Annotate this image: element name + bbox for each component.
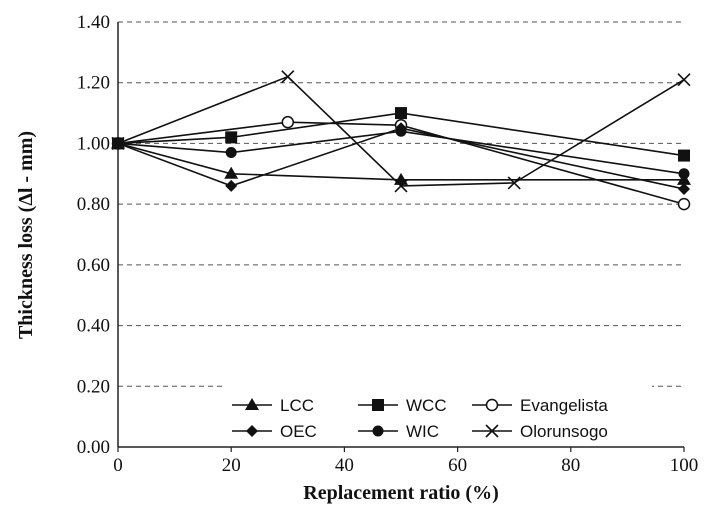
series-line-wic [117, 130, 685, 175]
legend-item-oec: OEC [232, 422, 317, 441]
data-point-wcc [225, 131, 238, 144]
legend: LCC WCC Evangelista OEC WIC Olorunsogo [222, 382, 652, 442]
x-axis-title: Replacement ratio (%) [303, 482, 499, 504]
y-tick-label: 0.80 [77, 194, 110, 215]
legend-item-lcc: LCC [232, 396, 314, 415]
data-point-evangelista [281, 115, 295, 129]
y-tick-label: 1.20 [77, 73, 110, 94]
x-tick-label: 0 [113, 455, 123, 476]
legend-marker-oec [246, 425, 258, 437]
data-point-lcc [394, 172, 408, 185]
data-point-olorunsogo [507, 176, 521, 190]
x-tick-label: 20 [222, 455, 241, 476]
series-line-evangelista [117, 121, 685, 205]
legend-item-wic: WIC [358, 422, 439, 441]
data-point-lcc [224, 166, 239, 179]
data-point-wic [225, 147, 237, 159]
legend-label-olorunsogo: Olorunsogo [520, 422, 608, 441]
series-line-wcc [117, 112, 685, 157]
y-tick-label: 1.00 [77, 133, 110, 154]
y-tick-label: 1.40 [77, 12, 110, 33]
data-point-olorunsogo [394, 179, 408, 193]
series [111, 70, 691, 211]
x-tick-label: 60 [448, 455, 467, 476]
legend-label-lcc: LCC [280, 396, 314, 415]
grid-lines [118, 21, 684, 387]
series-line-oec [117, 127, 685, 190]
data-point-olorunsogo [281, 70, 295, 84]
legend-label-wcc: WCC [406, 396, 447, 415]
data-point-wcc [395, 107, 407, 120]
legend-item-wcc: WCC [358, 396, 447, 415]
legend-marker-wcc [372, 399, 384, 411]
legend-label-evangelista: Evangelista [520, 396, 608, 415]
y-tick-label: 0.20 [77, 376, 110, 397]
legend-marker-lcc [245, 398, 259, 410]
legend-marker-wic [372, 425, 384, 437]
data-point-oec [225, 179, 238, 192]
data-point-olorunsogo [111, 136, 125, 150]
legend-label-oec: OEC [280, 422, 317, 441]
legend-background [222, 382, 652, 442]
y-axis-title: Thickness loss (Δl - mm) [15, 131, 37, 339]
x-tick-label: 100 [670, 455, 699, 476]
data-point-wic [395, 125, 407, 137]
series-wcc [112, 107, 690, 162]
data-point-wic [678, 168, 690, 180]
legend-marker-evangelista [485, 398, 499, 412]
legend-item-evangelista: Evangelista [472, 396, 608, 415]
y-tick-label: 0.40 [77, 316, 110, 337]
data-point-olorunsogo [677, 73, 691, 87]
series-line-lcc [117, 142, 684, 181]
axes [117, 22, 684, 448]
y-tick-label: 0.60 [77, 255, 110, 276]
tick-labels: 0.00 0.20 0.40 0.60 0.80 1.00 1.20 1.40 0 20 40 60 8… [77, 12, 699, 476]
data-point-oec [678, 182, 690, 195]
series-olorunsogo [111, 70, 691, 193]
data-point-wcc [678, 149, 690, 162]
y-tick-label: 0.00 [77, 437, 110, 458]
x-tick-label: 80 [561, 455, 580, 476]
legend-marker-olorunsogo [485, 424, 499, 438]
data-point-evangelista [677, 197, 691, 211]
legend-item-olorunsogo: Olorunsogo [472, 422, 608, 441]
legend-label-wic: WIC [406, 422, 439, 441]
x-tick-label: 40 [335, 455, 354, 476]
